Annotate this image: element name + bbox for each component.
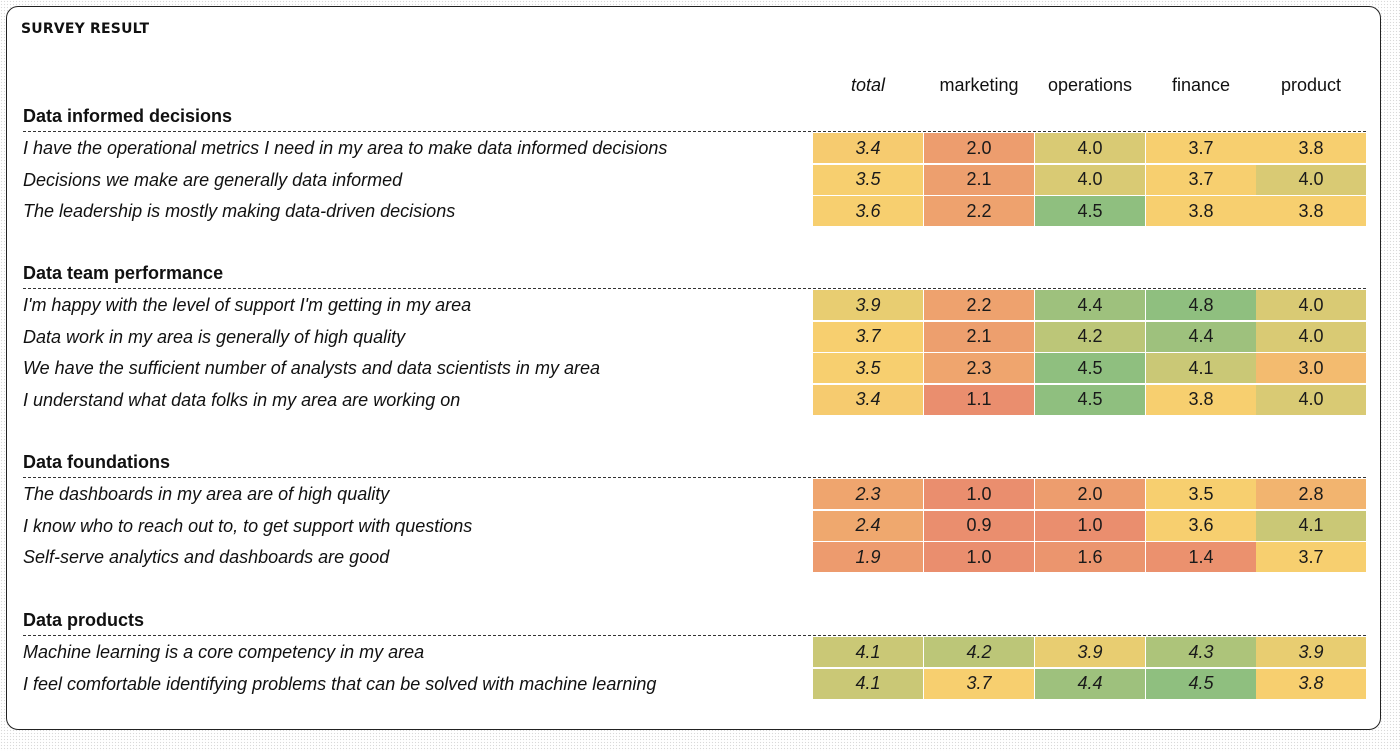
score-cell-total: 4.1	[813, 637, 923, 667]
score-cell-total: 2.3	[813, 479, 923, 509]
question-label: The leadership is mostly making data-dri…	[23, 201, 456, 221]
card-title: SURVEY RESULT	[21, 21, 150, 37]
question-label: Decisions we make are generally data inf…	[23, 169, 403, 190]
score-cell-product: 3.0	[1256, 353, 1366, 383]
score-cell-product: 3.7	[1256, 542, 1366, 572]
score-cell-product: 3.8	[1256, 196, 1366, 226]
question-label: I feel comfortable identifying problems …	[23, 673, 657, 694]
score-cell-product: 4.0	[1256, 384, 1366, 415]
score-cell-product: 3.9	[1256, 637, 1366, 667]
score-cell-product: 4.1	[1256, 510, 1366, 541]
score-cell-total: 3.7	[813, 321, 923, 352]
score-cell-product: 4.0	[1256, 290, 1366, 320]
question-label: Data work in my area is generally of hig…	[23, 326, 406, 347]
section-title: Data informed decisions	[23, 106, 233, 126]
score-cell-operations: 4.2	[1035, 321, 1145, 352]
score-cell-operations: 3.9	[1035, 637, 1145, 667]
score-cell-marketing: 2.1	[924, 321, 1034, 352]
score-cell-total: 2.4	[813, 510, 923, 541]
score-cell-finance: 3.5	[1146, 479, 1256, 509]
question-label: I'm happy with the level of support I'm …	[23, 295, 472, 315]
column-header-total: total	[850, 75, 886, 95]
score-cell-operations: 4.4	[1035, 290, 1145, 320]
score-cell-operations: 2.0	[1035, 479, 1145, 509]
score-cell-marketing: 2.3	[924, 353, 1034, 383]
column-header-marketing: marketing	[939, 75, 1019, 95]
question-label: The dashboards in my area are of high qu…	[23, 484, 390, 504]
score-cell-marketing: 3.7	[924, 668, 1034, 699]
score-cell-marketing: 0.9	[924, 510, 1034, 541]
section-title: Data foundations	[23, 452, 170, 472]
score-cell-marketing: 2.1	[924, 164, 1034, 195]
score-cell-marketing: 1.0	[924, 479, 1034, 509]
question-label: I have the operational metrics I need in…	[23, 138, 668, 158]
score-cell-total: 3.4	[813, 133, 923, 163]
score-cell-finance: 3.8	[1146, 384, 1256, 415]
section-divider	[23, 477, 1366, 478]
score-cell-operations: 4.0	[1035, 133, 1145, 163]
score-cell-total: 3.4	[813, 384, 923, 415]
score-cell-operations: 4.4	[1035, 668, 1145, 699]
score-cell-operations: 1.6	[1035, 542, 1145, 572]
question-label: Self-serve analytics and dashboards are …	[23, 547, 390, 567]
question-label: We have the sufficient number of analyst…	[23, 358, 600, 378]
score-cell-finance: 3.8	[1146, 196, 1256, 226]
section-divider	[23, 288, 1366, 289]
score-cell-marketing: 1.1	[924, 384, 1034, 415]
column-header-finance: finance	[1171, 75, 1231, 95]
score-cell-total: 4.1	[813, 668, 923, 699]
question-label: I know who to reach out to, to get suppo…	[23, 515, 473, 536]
question-label: Machine learning is a core competency in…	[23, 642, 425, 662]
score-cell-marketing: 2.0	[924, 133, 1034, 163]
score-cell-finance: 4.1	[1146, 353, 1256, 383]
score-cell-product: 4.0	[1256, 164, 1366, 195]
score-cell-operations: 4.5	[1035, 353, 1145, 383]
question-label: I understand what data folks in my area …	[23, 389, 461, 410]
survey-card: SURVEY RESULT total marketing operations fi…	[6, 6, 1381, 730]
section-divider	[23, 635, 1366, 636]
score-cell-finance: 3.7	[1146, 164, 1256, 195]
section-title: Data team performance	[23, 263, 224, 283]
score-cell-product: 3.8	[1256, 668, 1366, 699]
score-cell-total: 1.9	[813, 542, 923, 572]
score-cell-operations: 4.5	[1035, 384, 1145, 415]
score-cell-total: 3.5	[813, 353, 923, 383]
column-header-product: product	[1280, 75, 1342, 95]
score-cell-operations: 4.5	[1035, 196, 1145, 226]
score-cell-finance: 4.5	[1146, 668, 1256, 699]
score-cell-finance: 3.6	[1146, 510, 1256, 541]
score-cell-finance: 4.8	[1146, 290, 1256, 320]
score-cell-finance: 1.4	[1146, 542, 1256, 572]
survey-heatmap: total marketing operations finance product Da…	[7, 7, 1382, 731]
score-cell-total: 3.9	[813, 290, 923, 320]
column-header-operations: operations	[1047, 75, 1133, 95]
score-cell-marketing: 2.2	[924, 196, 1034, 226]
score-cell-product: 2.8	[1256, 479, 1366, 509]
section-title: Data products	[23, 610, 145, 630]
score-cell-operations: 4.0	[1035, 164, 1145, 195]
score-cell-marketing: 1.0	[924, 542, 1034, 572]
score-cell-marketing: 2.2	[924, 290, 1034, 320]
score-cell-finance: 4.4	[1146, 321, 1256, 352]
score-cell-finance: 3.7	[1146, 133, 1256, 163]
score-cell-marketing: 4.2	[924, 637, 1034, 667]
section-divider	[23, 131, 1366, 132]
score-cell-total: 3.5	[813, 164, 923, 195]
score-cell-finance: 4.3	[1146, 637, 1256, 667]
score-cell-product: 3.8	[1256, 133, 1366, 163]
score-cell-operations: 1.0	[1035, 510, 1145, 541]
score-cell-product: 4.0	[1256, 321, 1366, 352]
score-cell-total: 3.6	[813, 196, 923, 226]
